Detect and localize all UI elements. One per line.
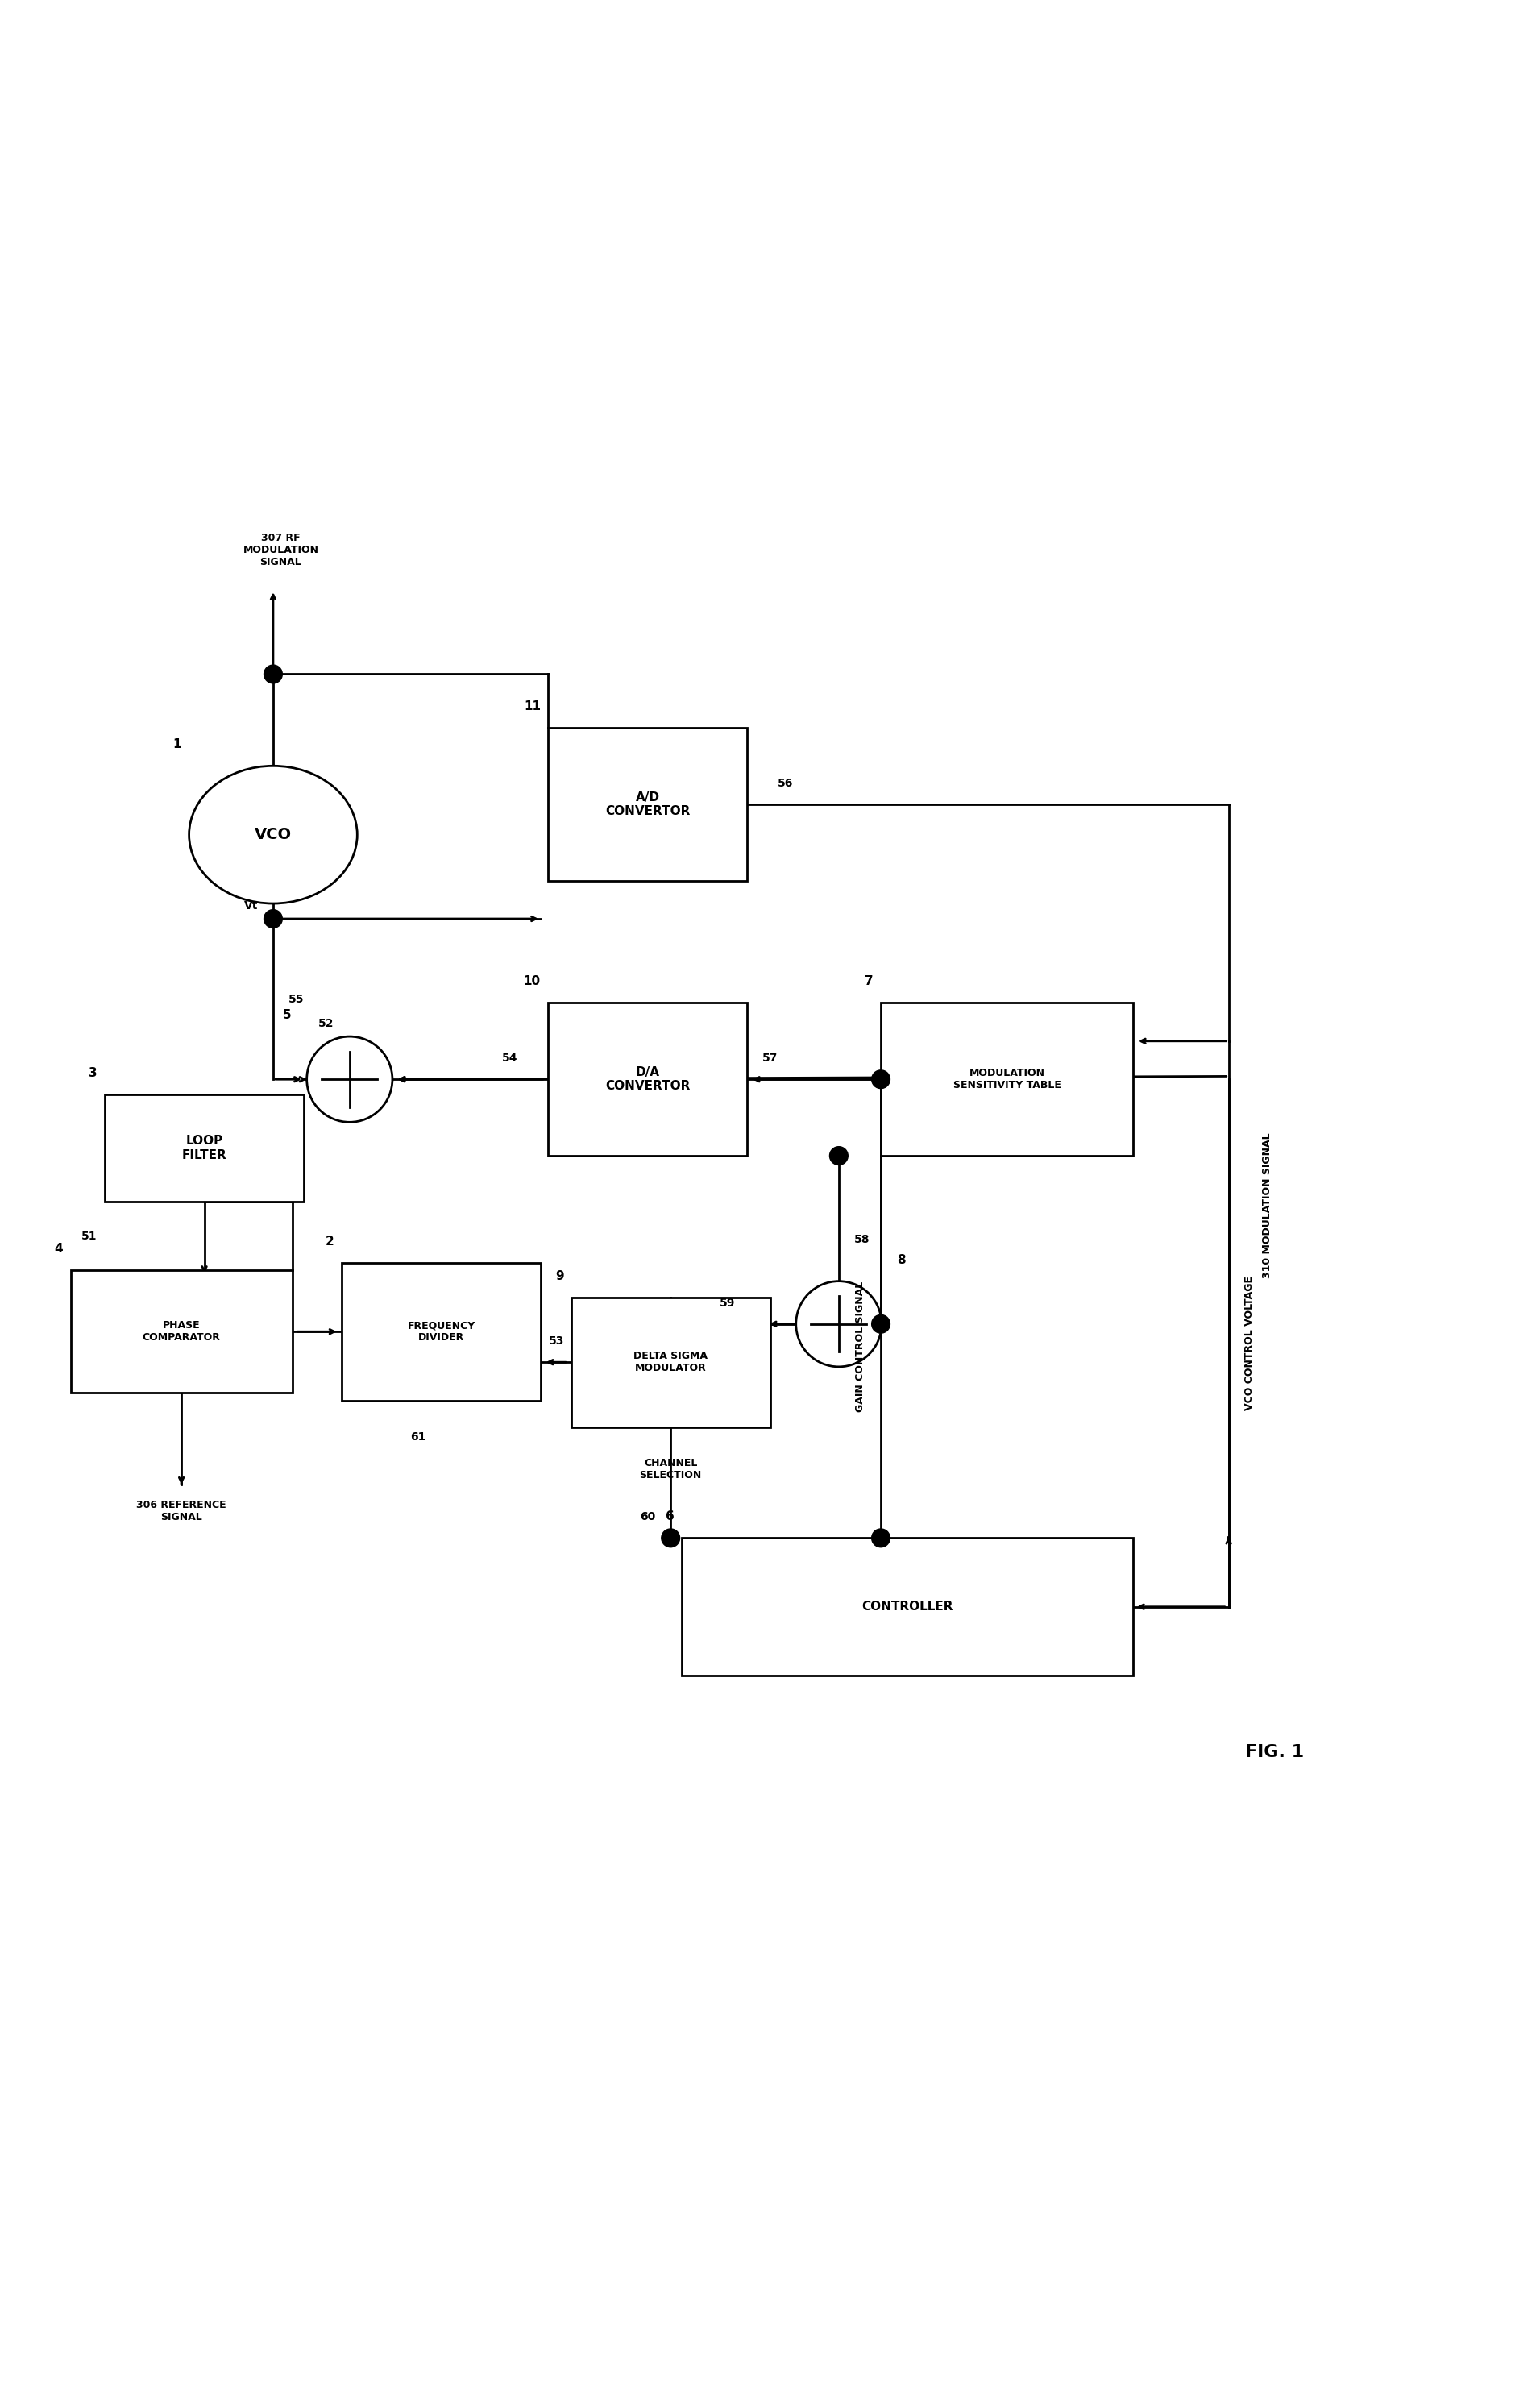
Text: FIG. 1: FIG. 1 <box>1244 1743 1304 1760</box>
Bar <box>105 1094 303 1201</box>
Text: CHANNEL
SELECTION: CHANNEL SELECTION <box>639 1457 702 1481</box>
Text: 2: 2 <box>325 1235 334 1247</box>
Bar <box>548 728 747 881</box>
Text: VCO: VCO <box>254 826 291 843</box>
Circle shape <box>662 1528 679 1547</box>
Text: D/A
CONVERTOR: D/A CONVERTOR <box>605 1067 690 1091</box>
Text: 60: 60 <box>639 1512 656 1524</box>
Text: 52: 52 <box>319 1017 334 1029</box>
Circle shape <box>306 1036 393 1122</box>
Text: 59: 59 <box>719 1297 735 1309</box>
Text: GAIN CONTROL SIGNAL: GAIN CONTROL SIGNAL <box>855 1282 865 1411</box>
Text: 1: 1 <box>172 738 182 750</box>
Text: 51: 51 <box>82 1230 97 1242</box>
Text: 57: 57 <box>762 1053 778 1065</box>
Circle shape <box>872 1316 890 1333</box>
Text: 53: 53 <box>548 1335 564 1347</box>
Text: 4: 4 <box>54 1244 63 1256</box>
Bar <box>342 1263 541 1399</box>
Text: 310 MODULATION SIGNAL: 310 MODULATION SIGNAL <box>1261 1132 1272 1278</box>
Circle shape <box>796 1280 881 1366</box>
Circle shape <box>263 664 282 683</box>
Bar <box>548 1003 747 1156</box>
Text: Vt: Vt <box>243 900 257 912</box>
Text: DELTA SIGMA
MODULATOR: DELTA SIGMA MODULATOR <box>633 1352 708 1373</box>
Ellipse shape <box>189 767 357 903</box>
Bar <box>71 1270 293 1392</box>
Bar <box>571 1297 770 1428</box>
Text: 7: 7 <box>864 977 873 989</box>
Text: 9: 9 <box>554 1270 564 1282</box>
Text: 6: 6 <box>665 1512 675 1524</box>
Text: 3: 3 <box>89 1067 97 1079</box>
Text: 5: 5 <box>283 1010 291 1022</box>
Text: 58: 58 <box>855 1235 870 1247</box>
Text: 54: 54 <box>502 1053 517 1065</box>
Text: A/D
CONVERTOR: A/D CONVERTOR <box>605 790 690 817</box>
Bar <box>881 1003 1133 1156</box>
Text: MODULATION
SENSITIVITY TABLE: MODULATION SENSITIVITY TABLE <box>953 1067 1061 1091</box>
Circle shape <box>263 910 282 929</box>
Text: FREQUENCY
DIVIDER: FREQUENCY DIVIDER <box>408 1321 476 1342</box>
Circle shape <box>872 1070 890 1089</box>
Text: 307 RF
MODULATION
SIGNAL: 307 RF MODULATION SIGNAL <box>243 533 319 566</box>
Circle shape <box>830 1146 849 1165</box>
Text: PHASE
COMPARATOR: PHASE COMPARATOR <box>142 1321 220 1342</box>
Text: 56: 56 <box>778 778 793 788</box>
Text: 55: 55 <box>288 993 303 1005</box>
Text: LOOP
FILTER: LOOP FILTER <box>182 1134 226 1161</box>
Text: 306 REFERENCE
SIGNAL: 306 REFERENCE SIGNAL <box>137 1500 226 1524</box>
Text: 11: 11 <box>524 700 541 712</box>
Text: VCO CONTROL VOLTAGE: VCO CONTROL VOLTAGE <box>1244 1275 1255 1411</box>
Text: 61: 61 <box>410 1430 427 1442</box>
Bar <box>682 1538 1133 1676</box>
Text: 10: 10 <box>524 977 541 989</box>
Text: CONTROLLER: CONTROLLER <box>862 1600 953 1612</box>
Text: 8: 8 <box>896 1254 906 1266</box>
Circle shape <box>872 1528 890 1547</box>
